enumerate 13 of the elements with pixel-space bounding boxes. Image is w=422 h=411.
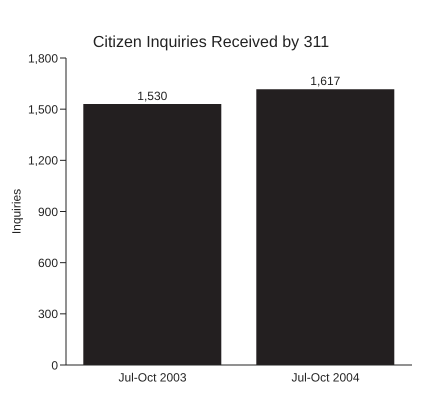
y-tick-label: 1,800 xyxy=(28,51,58,66)
y-tick-label: 300 xyxy=(38,307,58,322)
chart-title: Citizen Inquiries Received by 311 xyxy=(92,34,330,52)
y-axis-title: Inquiries xyxy=(9,188,24,234)
y-tick-label: 0 xyxy=(51,358,58,372)
y-tick-label: 1,500 xyxy=(28,102,58,116)
data-label: 1,530 xyxy=(137,89,168,104)
y-tick-label: 600 xyxy=(38,256,58,270)
y-tick-label: 900 xyxy=(38,204,58,219)
y-tick-label: 1,200 xyxy=(28,154,58,168)
x-tick-label: Jul-Oct 2003 xyxy=(118,370,187,385)
x-tick-label: Jul-Oct 2004 xyxy=(291,370,360,385)
data-label: 1,617 xyxy=(310,74,341,88)
